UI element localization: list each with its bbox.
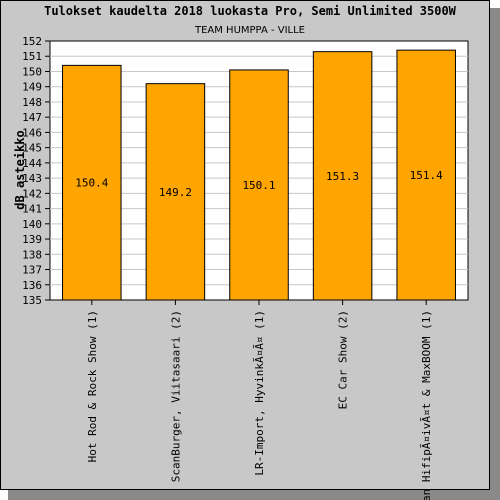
y-tick-label: 144 [22, 157, 42, 170]
chart-subtitle: TEAM HUMPPA - VILLE [194, 25, 305, 36]
bar [312, 51, 373, 301]
bar [62, 64, 122, 301]
y-tick-label: 148 [22, 96, 42, 109]
bar [229, 69, 289, 301]
x-axis-ticks: Hot Rod & Rock Show (1) ScanBurger, Viita… [86, 300, 433, 500]
y-tick-label: 150 [22, 65, 42, 78]
bar-value-label: 150.1 [242, 179, 275, 192]
x-category-label: Hot Rod & Rock Show (1) [86, 310, 99, 462]
bar-value-label: 151.4 [410, 169, 443, 182]
y-tick-label: 143 [22, 172, 42, 185]
frame-shadow-bottom [8, 490, 500, 500]
y-tick-label: 142 [22, 187, 42, 200]
x-category-label: ScanBurger, Viitasaari (2) [169, 310, 182, 482]
y-tick-label: 137 [22, 264, 42, 277]
y-tick-label: 139 [22, 233, 42, 246]
y-tick-label: 136 [22, 279, 42, 292]
bar-value-label: 150.4 [75, 177, 108, 190]
x-category-label: Ossan HifipÃ¤ivÃ¤t & MaxBOOM (1) [420, 310, 433, 500]
y-axis-ticks: 135 136 137 138 139 140 141 142 143 144 145 146 147 1… [22, 35, 50, 307]
y-tick-label: 147 [22, 111, 42, 124]
frame-shadow-right [490, 8, 500, 500]
y-tick-label: 151 [22, 50, 42, 63]
x-category-label: LR-Import, HyvinkÃ¤Ã¤ (1) [253, 310, 266, 476]
y-tick-label: 146 [22, 126, 42, 139]
y-tick-label: 145 [22, 142, 42, 155]
bars: 150.4 149.2 150.1 151.3 151.4 [62, 49, 456, 301]
bar-value-label: 149.2 [159, 186, 192, 199]
y-tick-label: 152 [22, 35, 42, 48]
y-tick-label: 149 [22, 81, 42, 94]
y-tick-label: 140 [22, 218, 42, 231]
y-tick-label: 138 [22, 248, 42, 261]
x-category-label: EC Car Show (2) [337, 310, 350, 409]
bar-value-label: 151.3 [326, 170, 359, 183]
y-axis-label: dB asteikko [13, 130, 27, 209]
y-tick-label: 135 [22, 294, 42, 307]
bar [145, 83, 206, 301]
y-tick-label: 141 [22, 203, 42, 216]
chart-title: Tulokset kaudelta 2018 luokasta Pro, Sem… [44, 4, 457, 18]
